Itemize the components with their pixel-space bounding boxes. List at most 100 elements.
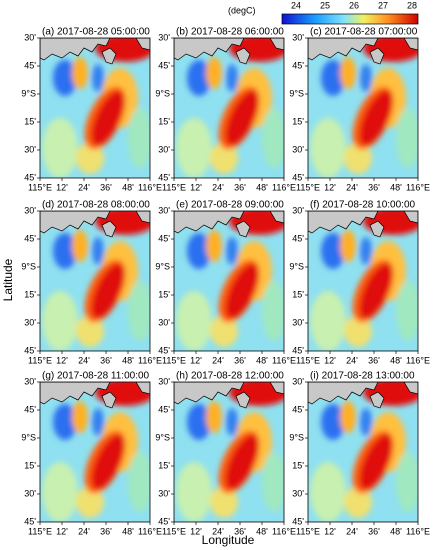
lon-tick-label: 12'	[190, 526, 202, 536]
lon-tick-label: 36'	[368, 182, 380, 192]
sst-field	[40, 207, 155, 351]
lon-tick-label: 115°E	[28, 526, 52, 536]
lon-tick-label: 115°E	[162, 526, 186, 536]
lat-tick-label: 45'	[292, 172, 304, 182]
lat-tick-label: 15'	[24, 460, 36, 470]
lon-tick-label: 24'	[212, 526, 224, 536]
lat-tick-label: 30'	[158, 376, 170, 386]
panel-title: (d) 2017-08-28 08:00:00	[42, 200, 150, 211]
sst-field	[174, 207, 289, 351]
lon-tick-label: 48'	[256, 526, 268, 536]
lat-tick-label: 45'	[24, 172, 36, 182]
lat-tick-label: 9°S	[21, 88, 36, 98]
lon-tick-label: 115°E	[296, 526, 320, 536]
lat-tick-label: 15'	[158, 460, 170, 470]
lat-tick-label: 30'	[158, 144, 170, 154]
panel-frame	[39, 210, 151, 352]
lat-tick-label: 30'	[292, 32, 304, 42]
lon-tick-label: 116°E	[272, 526, 296, 536]
colorbar	[281, 13, 419, 25]
panel-frame	[307, 381, 419, 523]
lon-tick-label: 116°E	[272, 182, 296, 192]
lat-tick-label: 45'	[24, 60, 36, 70]
sst-field	[308, 34, 423, 178]
lat-tick-label: 45'	[158, 404, 170, 414]
lat-tick-label: 30'	[158, 205, 170, 215]
lon-tick-label: 12'	[190, 182, 202, 192]
panel-title: (f) 2017-08-28 10:00:00	[310, 200, 416, 211]
lon-tick-label: 12'	[324, 526, 336, 536]
lat-tick-label: 45'	[24, 404, 36, 414]
lat-tick-label: 15'	[292, 460, 304, 470]
lat-tick-label: 45'	[24, 345, 36, 355]
panel-title: (c) 2017-08-28 07:00:00	[310, 27, 418, 38]
lon-tick-label: 12'	[324, 355, 336, 365]
panel-title: (h) 2017-08-28 12:00:00	[176, 371, 284, 382]
lon-tick-label: 116°E	[406, 182, 430, 192]
lon-tick-label: 116°E	[138, 182, 162, 192]
lon-tick-label: 48'	[122, 182, 134, 192]
sst-field	[308, 378, 423, 522]
lon-tick-label: 36'	[234, 355, 246, 365]
lon-tick-label: 24'	[346, 526, 358, 536]
lon-tick-label: 12'	[190, 355, 202, 365]
lon-tick-label: 12'	[56, 355, 68, 365]
lon-tick-label: 48'	[122, 355, 134, 365]
lat-tick-label: 30'	[292, 488, 304, 498]
lat-tick-label: 9°S	[155, 432, 170, 442]
lon-tick-label: 12'	[324, 182, 336, 192]
lon-tick-label: 24'	[78, 355, 90, 365]
lat-tick-label: 30'	[158, 488, 170, 498]
lat-tick-label: 9°S	[155, 261, 170, 271]
colorbar-tick-label: 26	[349, 0, 359, 10]
panel-frame	[173, 381, 285, 523]
panel-frame	[307, 210, 419, 352]
lon-tick-label: 36'	[100, 355, 112, 365]
lat-tick-label: 30'	[24, 32, 36, 42]
lon-tick-label: 115°E	[162, 182, 186, 192]
x-axis-label: Longitude	[202, 533, 255, 547]
lon-tick-label: 24'	[212, 355, 224, 365]
lon-tick-label: 48'	[390, 182, 402, 192]
panel-title: (i) 2017-08-28 13:00:00	[310, 371, 415, 382]
lon-tick-label: 116°E	[138, 526, 162, 536]
lon-tick-label: 36'	[100, 182, 112, 192]
panel-title: (g) 2017-08-28 11:00:00	[42, 371, 150, 382]
y-axis-label: Latitude	[1, 258, 15, 301]
lon-tick-label: 48'	[390, 526, 402, 536]
lat-tick-label: 30'	[24, 488, 36, 498]
lon-tick-label: 24'	[346, 182, 358, 192]
lon-tick-label: 116°E	[272, 355, 296, 365]
lat-tick-label: 30'	[158, 32, 170, 42]
lat-tick-label: 30'	[24, 317, 36, 327]
lat-tick-label: 30'	[292, 144, 304, 154]
lat-tick-label: 30'	[292, 317, 304, 327]
sst-field	[174, 378, 289, 522]
panel-frame	[307, 37, 419, 179]
lat-tick-label: 30'	[292, 205, 304, 215]
lat-tick-label: 45'	[158, 172, 170, 182]
sst-field	[174, 34, 289, 178]
lon-tick-label: 115°E	[162, 355, 186, 365]
lon-tick-label: 36'	[368, 526, 380, 536]
lon-tick-label: 115°E	[296, 355, 320, 365]
colorbar-label: (degC)	[228, 5, 256, 15]
lat-tick-label: 45'	[292, 345, 304, 355]
lat-tick-label: 9°S	[21, 261, 36, 271]
lat-tick-label: 45'	[292, 60, 304, 70]
lon-tick-label: 48'	[390, 355, 402, 365]
lat-tick-label: 45'	[24, 516, 36, 526]
lat-tick-label: 15'	[158, 116, 170, 126]
panel-frame	[39, 381, 151, 523]
lat-tick-label: 9°S	[289, 261, 304, 271]
lat-tick-label: 30'	[24, 376, 36, 386]
panel-title: (a) 2017-08-28 05:00:00	[42, 27, 150, 38]
lat-tick-label: 45'	[24, 233, 36, 243]
lon-tick-label: 48'	[256, 355, 268, 365]
colorbar-tick-label: 25	[320, 0, 330, 10]
lon-tick-label: 36'	[234, 182, 246, 192]
colorbar-tick-label: 28	[407, 0, 417, 10]
lat-tick-label: 30'	[24, 205, 36, 215]
lon-tick-label: 48'	[122, 526, 134, 536]
